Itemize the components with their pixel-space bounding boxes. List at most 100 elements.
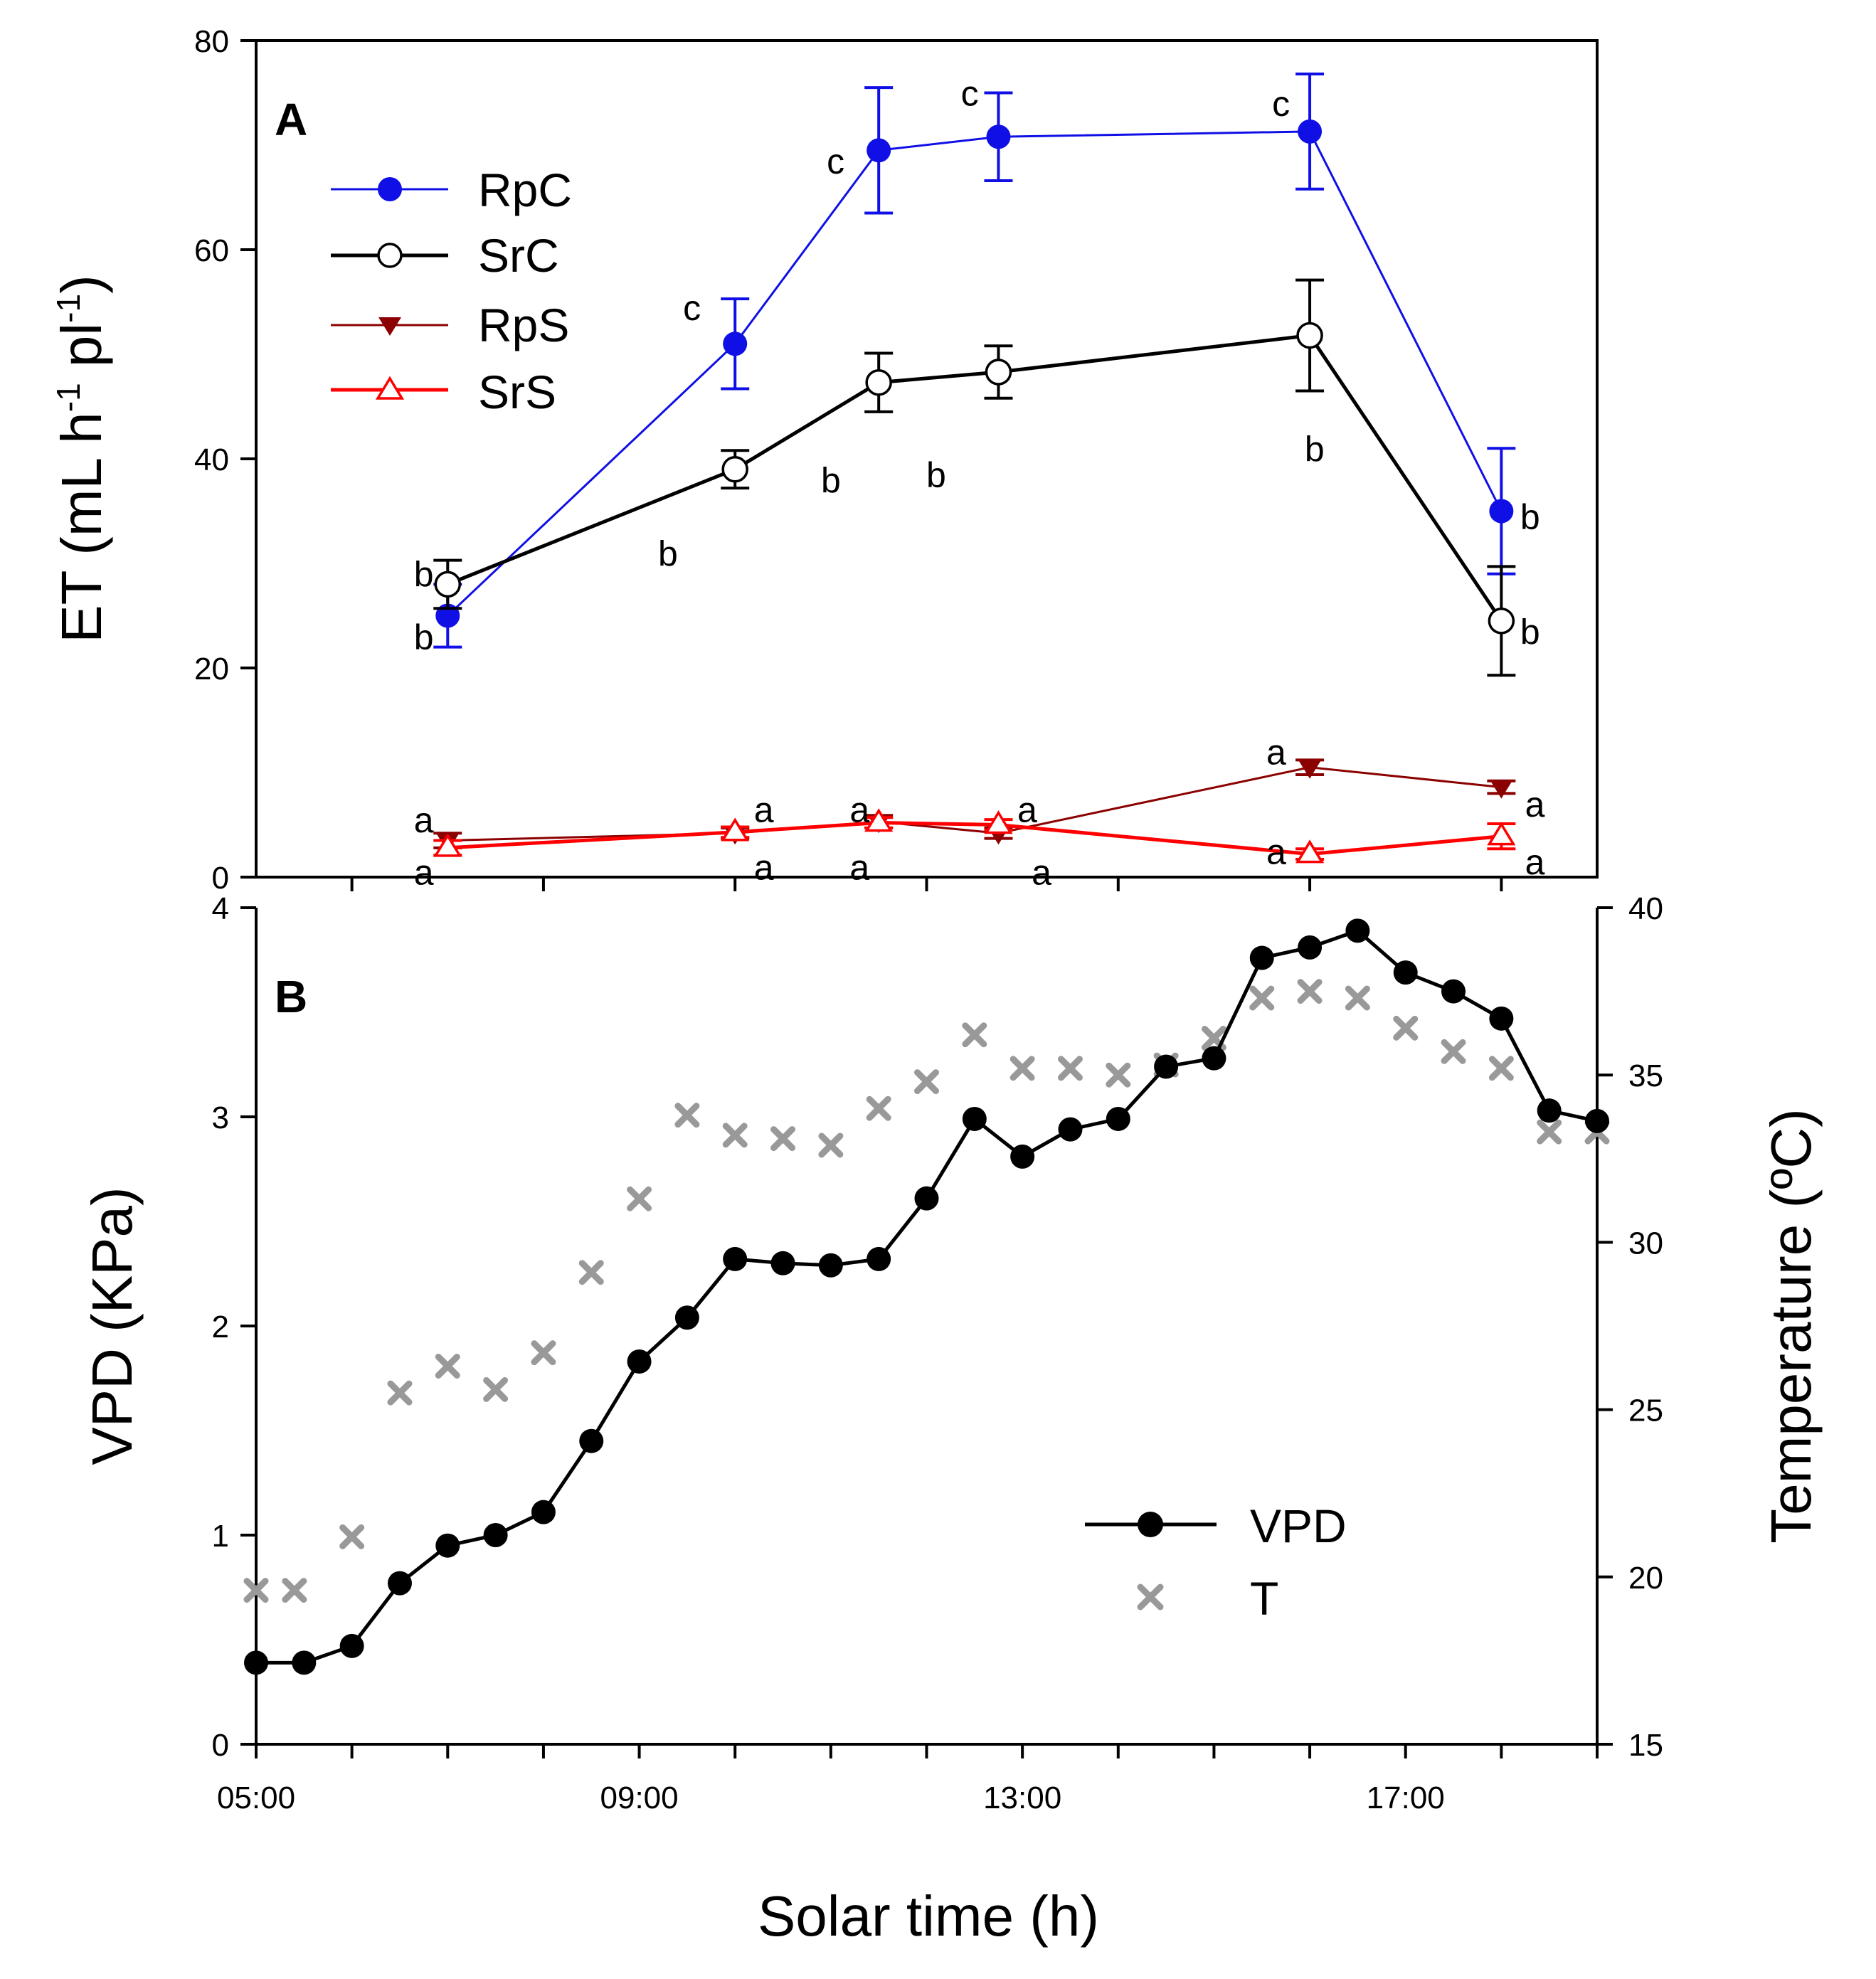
series-rpc xyxy=(433,73,1516,649)
temperature-series xyxy=(243,979,1610,1603)
significance-letter: b xyxy=(1305,429,1325,469)
vpd-point xyxy=(483,1523,508,1547)
significance-letter: b xyxy=(1520,612,1540,652)
temperature-point xyxy=(962,1022,987,1048)
series-src-line xyxy=(447,333,1503,622)
significance-letter: b xyxy=(414,555,434,595)
series-rpc-point xyxy=(867,138,891,163)
significance-letter: c xyxy=(1272,84,1290,124)
series-rpc-point xyxy=(986,124,1011,149)
temperature-point xyxy=(1345,985,1370,1011)
legend-src-marker xyxy=(377,243,403,268)
legend-rpc-label: RpC xyxy=(478,164,572,216)
vpd-point xyxy=(387,1571,412,1596)
temperature-point xyxy=(243,1578,269,1603)
panel-b-left-y-tick-label: 1 xyxy=(212,1519,229,1554)
temperature-point xyxy=(770,1126,796,1152)
panel-b-right-y-tick-label: 25 xyxy=(1628,1394,1663,1428)
panel-b-x-tick-label: 09:00 xyxy=(600,1781,679,1815)
significance-letter: b xyxy=(414,617,434,657)
temperature-point xyxy=(1537,1119,1562,1145)
vpd-point xyxy=(627,1349,652,1374)
series-rpc-point xyxy=(723,331,748,356)
panel-a-y-tick-label: 60 xyxy=(194,233,229,268)
temperature-point xyxy=(339,1524,365,1549)
panel-b-x-ticks: 05:00 09:00 13:00 17:00 xyxy=(217,1744,1599,1815)
temperature-point xyxy=(818,1132,844,1158)
legend-item-src: SrC xyxy=(331,229,559,282)
significance-letter: a xyxy=(849,847,869,887)
temperature-point xyxy=(483,1376,509,1402)
vpd-point xyxy=(1441,979,1466,1004)
significance-letter: c xyxy=(961,74,979,114)
vpd-point xyxy=(531,1500,556,1524)
panel-b-x-tick-label: 05:00 xyxy=(217,1781,295,1815)
legend-item-rpc: RpC xyxy=(331,164,572,216)
temperature-point xyxy=(914,1069,939,1095)
panel-a-y-tick-label: 80 xyxy=(194,24,229,59)
x-axis-title: Solar time (h) xyxy=(758,1884,1099,1948)
temperature-point xyxy=(578,1260,604,1285)
significance-letter: b xyxy=(926,455,946,495)
vpd-point xyxy=(914,1186,939,1211)
vpd-point xyxy=(1106,1106,1130,1131)
series-src-point xyxy=(1296,322,1323,349)
panel-a-y-ticks: 0 20 40 60 80 xyxy=(194,24,256,896)
significance-letter: b xyxy=(1520,497,1540,537)
panel-a-y-tick-label: 0 xyxy=(212,861,229,896)
vpd-point xyxy=(867,1246,891,1271)
panel-b-right-y-tick-label: 40 xyxy=(1628,891,1663,926)
panel-b-legend: VPD T xyxy=(1085,1500,1347,1625)
panel-b-left-y-tick-label: 2 xyxy=(212,1310,229,1344)
panel-b-left-y-tick-label: 3 xyxy=(212,1100,229,1135)
legend-item-rps: RpS xyxy=(331,299,569,351)
significance-letter: a xyxy=(754,847,774,887)
series-src-point xyxy=(721,455,748,483)
significance-letter: a xyxy=(1266,832,1286,871)
temperature-point xyxy=(866,1095,891,1121)
series-srs-point xyxy=(433,833,462,857)
series-srs-point xyxy=(864,808,894,832)
temperature-point xyxy=(1297,979,1323,1004)
legend-t-marker xyxy=(1137,1583,1164,1611)
panel-a-letter: A xyxy=(275,94,307,145)
vpd-point xyxy=(339,1633,364,1658)
vpd-point xyxy=(1393,960,1418,985)
significance-letter: a xyxy=(1032,853,1051,893)
vpd-point xyxy=(292,1650,317,1675)
temperature-point xyxy=(1441,1039,1466,1064)
panel-a-y-tick-label: 40 xyxy=(194,442,229,477)
vpd-series xyxy=(244,918,1609,1675)
temperature-point xyxy=(387,1380,413,1406)
vpd-point xyxy=(962,1106,987,1131)
vpd-point xyxy=(579,1428,604,1453)
panel-b-x-tick-label: 17:00 xyxy=(1367,1781,1445,1815)
panel-b-x-tick-label: 13:00 xyxy=(983,1781,1061,1815)
series-src-point xyxy=(865,368,892,396)
legend-item-t: T xyxy=(1137,1572,1278,1625)
legend-t-label: T xyxy=(1250,1572,1278,1625)
significance-letter: a xyxy=(1525,785,1545,824)
vpd-point xyxy=(1298,935,1323,960)
vpd-point xyxy=(1010,1144,1035,1169)
legend-vpd-label: VPD xyxy=(1250,1500,1347,1552)
vpd-point xyxy=(1585,1108,1609,1133)
series-rpc-line xyxy=(447,130,1503,617)
panel-b-letter: B xyxy=(275,971,307,1022)
series-rps-point xyxy=(1298,760,1322,779)
significance-letter: c xyxy=(827,142,844,181)
panel-b-right-y-tick-label: 30 xyxy=(1628,1226,1663,1261)
temperature-point xyxy=(1488,1056,1514,1081)
significance-letter: a xyxy=(1017,790,1037,829)
vpd-point xyxy=(1249,945,1274,970)
series-rps-line xyxy=(447,766,1502,842)
legend-vpd-marker xyxy=(1138,1512,1163,1537)
vpd-point xyxy=(435,1533,460,1558)
legend-item-srs: SrS xyxy=(331,366,556,418)
vpd-point xyxy=(1202,1046,1226,1071)
significance-letter: b xyxy=(821,460,841,500)
panel-b-right-y-axis-title: Temperature (ºC) xyxy=(1759,1108,1823,1544)
series-src-point xyxy=(434,571,462,598)
